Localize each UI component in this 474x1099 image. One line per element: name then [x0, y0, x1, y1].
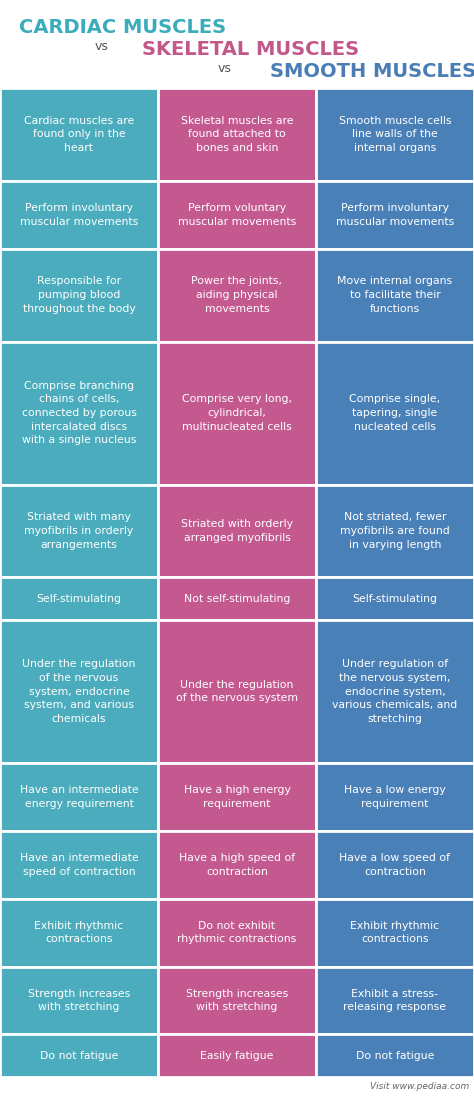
Text: Strength increases
with stretching: Strength increases with stretching	[186, 989, 288, 1012]
Text: Under the regulation
of the nervous
system, endocrine
system, and various
chemic: Under the regulation of the nervous syst…	[22, 659, 136, 724]
Bar	[316, 831, 474, 899]
Bar	[316, 899, 474, 966]
Text: Have an intermediate
speed of contraction: Have an intermediate speed of contractio…	[20, 853, 138, 877]
Bar	[0, 1034, 158, 1077]
Bar	[158, 966, 316, 1034]
Text: Do not fatigue: Do not fatigue	[40, 1051, 118, 1061]
Bar	[158, 1034, 316, 1077]
Text: Skeletal muscles are
found attached to
bones and skin: Skeletal muscles are found attached to b…	[181, 115, 293, 153]
Text: Visit www.pediaa.com: Visit www.pediaa.com	[370, 1083, 469, 1091]
Bar	[316, 966, 474, 1034]
Bar	[0, 342, 158, 485]
Text: Perform voluntary
muscular movements: Perform voluntary muscular movements	[178, 203, 296, 226]
Bar	[316, 620, 474, 763]
Bar	[158, 763, 316, 831]
Bar	[316, 763, 474, 831]
Text: Comprise single,
tapering, single
nucleated cells: Comprise single, tapering, single nuclea…	[349, 395, 440, 432]
Text: Perform involuntary
muscular movements: Perform involuntary muscular movements	[336, 203, 454, 226]
Text: SMOOTH MUSCLES: SMOOTH MUSCLES	[270, 62, 474, 81]
Text: Move internal organs
to facilitate their
functions: Move internal organs to facilitate their…	[337, 277, 453, 313]
Text: Have a low energy
requirement: Have a low energy requirement	[344, 786, 446, 809]
Bar	[0, 485, 158, 577]
Bar	[158, 342, 316, 485]
Text: Do not fatigue: Do not fatigue	[356, 1051, 434, 1061]
Text: Exhibit rhythmic
contractions: Exhibit rhythmic contractions	[35, 921, 124, 944]
Bar	[316, 248, 474, 342]
Text: Strength increases
with stretching: Strength increases with stretching	[28, 989, 130, 1012]
Bar	[316, 577, 474, 620]
Bar	[316, 88, 474, 181]
Bar	[316, 181, 474, 248]
Text: Smooth muscle cells
line walls of the
internal organs: Smooth muscle cells line walls of the in…	[339, 115, 451, 153]
Bar	[158, 899, 316, 966]
Bar	[0, 899, 158, 966]
Bar	[0, 763, 158, 831]
Text: Cardiac muscles are
found only in the
heart: Cardiac muscles are found only in the he…	[24, 115, 134, 153]
Text: Have an intermediate
energy requirement: Have an intermediate energy requirement	[20, 786, 138, 809]
Bar	[316, 342, 474, 485]
Bar	[316, 485, 474, 577]
Bar	[0, 831, 158, 899]
Text: Have a high speed of
contraction: Have a high speed of contraction	[179, 853, 295, 877]
Text: Comprise branching
chains of cells,
connected by porous
intercalated discs
with : Comprise branching chains of cells, conn…	[21, 381, 137, 445]
Bar	[0, 248, 158, 342]
Text: Have a low speed of
contraction: Have a low speed of contraction	[339, 853, 450, 877]
Text: Under regulation of
the nervous system,
endocrine system,
various chemicals, and: Under regulation of the nervous system, …	[332, 659, 457, 724]
Bar	[158, 620, 316, 763]
Text: Under the regulation
of the nervous system: Under the regulation of the nervous syst…	[176, 680, 298, 703]
Text: Striated with orderly
arranged myofibrils: Striated with orderly arranged myofibril…	[181, 519, 293, 543]
Bar	[0, 88, 158, 181]
Text: Power the joints,
aiding physical
movements: Power the joints, aiding physical moveme…	[191, 277, 283, 313]
Text: Exhibit a stress-
releasing response: Exhibit a stress- releasing response	[344, 989, 447, 1012]
Text: Self-stimulating: Self-stimulating	[353, 593, 438, 603]
Bar	[0, 577, 158, 620]
Text: Self-stimulating: Self-stimulating	[36, 593, 121, 603]
Text: Striated with many
myofibrils in orderly
arrangements: Striated with many myofibrils in orderly…	[24, 512, 134, 550]
Text: Perform involuntary
muscular movements: Perform involuntary muscular movements	[20, 203, 138, 226]
Text: Easily fatigue: Easily fatigue	[201, 1051, 273, 1061]
Bar	[0, 181, 158, 248]
Text: Comprise very long,
cylindrical,
multinucleated cells: Comprise very long, cylindrical, multinu…	[182, 395, 292, 432]
Bar	[158, 181, 316, 248]
Text: vs: vs	[95, 40, 109, 53]
Bar	[316, 1034, 474, 1077]
Text: CARDIAC MUSCLES: CARDIAC MUSCLES	[19, 18, 226, 37]
Bar	[158, 485, 316, 577]
Text: Not striated, fewer
myofibrils are found
in varying length: Not striated, fewer myofibrils are found…	[340, 512, 450, 550]
Bar	[158, 248, 316, 342]
Text: SKELETAL MUSCLES: SKELETAL MUSCLES	[142, 40, 359, 59]
Bar	[158, 831, 316, 899]
Text: vs: vs	[218, 62, 232, 75]
Bar	[158, 577, 316, 620]
Text: Not self-stimulating: Not self-stimulating	[184, 593, 290, 603]
Text: Do not exhibit
rhythmic contractions: Do not exhibit rhythmic contractions	[177, 921, 297, 944]
Bar	[158, 88, 316, 181]
Text: Have a high energy
requirement: Have a high energy requirement	[183, 786, 291, 809]
Bar	[0, 966, 158, 1034]
Text: Responsible for
pumping blood
throughout the body: Responsible for pumping blood throughout…	[23, 277, 136, 313]
Bar	[0, 620, 158, 763]
Text: Exhibit rhythmic
contractions: Exhibit rhythmic contractions	[350, 921, 439, 944]
